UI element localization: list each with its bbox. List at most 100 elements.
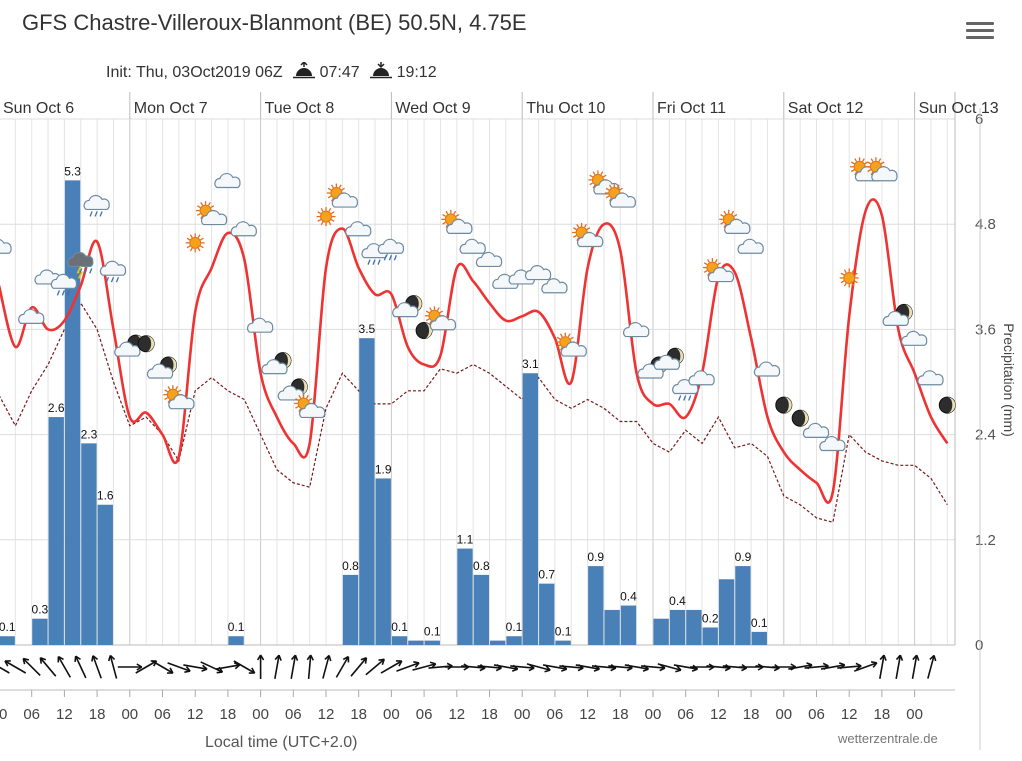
sun-ray [723, 224, 727, 228]
cloud-shape [724, 218, 751, 234]
precip-bar [81, 443, 97, 645]
precip-label: 0.1 [391, 620, 408, 634]
precip-bar [588, 566, 604, 645]
hour-tick-label: 06 [23, 706, 40, 723]
cloud-weather-icon [819, 435, 846, 452]
sun-ray [878, 158, 882, 162]
moon-crescent [146, 335, 155, 352]
sun-ray [592, 171, 596, 176]
cloud-shape [882, 310, 909, 326]
cloud-shape [429, 315, 457, 331]
wind-arrow-shaft [879, 655, 885, 679]
sun-ray [556, 336, 561, 340]
sun-ray [576, 223, 580, 228]
moon-crescent [783, 397, 792, 414]
precip-label: 0.4 [620, 590, 637, 604]
wind-arrow-shaft [706, 665, 731, 669]
wind-arrow-shaft [215, 664, 240, 670]
sun-ray [328, 208, 332, 212]
sunset-icon [370, 62, 393, 80]
moon-weather-icon [775, 396, 793, 414]
credit-link[interactable]: wetterzentrale.de [838, 731, 938, 746]
wind-arrow-icon [657, 663, 682, 673]
wind-arrow-shaft [380, 660, 403, 674]
wind-arrow-head [4, 660, 11, 667]
sun-ray [330, 211, 335, 215]
wind-arrow-icon [879, 654, 887, 679]
sun-ray [840, 280, 845, 284]
rain-drop [84, 268, 88, 274]
hour-tick-label: 12 [448, 706, 465, 723]
rain-drop [89, 211, 93, 217]
rain-drop [110, 276, 115, 283]
sunrise-time: 07:47 [319, 64, 360, 81]
precip-bar [669, 609, 686, 645]
moon-cloud-weather-icon [392, 295, 423, 318]
sun-ray [867, 161, 872, 165]
precip-bar [342, 574, 359, 645]
hour-tick-label: 00 [775, 706, 792, 723]
wind-arrow-head [306, 654, 314, 661]
sun-ray [327, 195, 332, 199]
hamburger-menu-icon[interactable] [966, 22, 994, 44]
sun-ray [341, 187, 345, 191]
wind-arrow-icon [526, 663, 551, 673]
wind-arrow-icon [854, 661, 878, 672]
rain-drop [683, 395, 687, 401]
wind-arrow-shaft [624, 664, 649, 670]
sun-ray [197, 247, 201, 252]
wind-arrow-icon [335, 655, 350, 678]
wind-arrow-head [39, 657, 47, 664]
precip-bar [522, 373, 539, 645]
day-label: Sun Oct 6 [3, 100, 74, 117]
precip-bar [751, 631, 767, 645]
precip-bar [228, 636, 244, 645]
precip-bar [48, 417, 64, 645]
hour-tick-label: 06 [154, 706, 171, 723]
sun-cloud-weather-icon [163, 385, 195, 410]
wind-arrow-shaft [854, 662, 878, 672]
sun-cloud-weather-icon [702, 258, 735, 283]
cloud-weather-icon [0, 239, 12, 254]
hour-tick-label: 18 [220, 706, 237, 723]
sun-ray [602, 174, 607, 178]
hour-tick-label: 12 [710, 706, 727, 723]
wind-arrow-icon [927, 654, 937, 679]
wind-arrows [0, 654, 955, 691]
cloud-weather-icon [753, 361, 781, 377]
wind-arrow-shaft [200, 661, 223, 673]
cloud-shape [261, 359, 288, 375]
moon-cloud-weather-icon [653, 347, 684, 370]
precip-label: 0.2 [702, 611, 719, 625]
wind-arrow-icon [57, 655, 72, 678]
init-info: Init: Thu, 03Oct2019 06Z 07:47 19:12 [106, 60, 437, 82]
wind-arrow-shaft [412, 663, 436, 671]
rain-drop [377, 259, 381, 265]
precip-label: 5.3 [64, 164, 81, 178]
sun-ray [295, 398, 299, 402]
sun-ray [196, 205, 201, 209]
sun-ray [556, 344, 561, 348]
sun-ray [177, 389, 182, 393]
cloud-weather-icon [18, 308, 45, 324]
wind-arrow-shaft [927, 655, 935, 679]
cloud-shape [83, 194, 110, 211]
cloud-shape [653, 354, 681, 370]
wind-arrow-head [870, 661, 878, 668]
rain-drop [393, 255, 398, 261]
sun-ray [317, 211, 322, 215]
sun-ray [861, 158, 865, 162]
sun-ray [196, 213, 201, 216]
sun-ray [442, 221, 446, 225]
precip-label: 0.1 [0, 620, 16, 634]
wind-arrow-head [675, 665, 682, 673]
wind-arrow-shaft [820, 664, 845, 670]
sun-ray [850, 161, 855, 165]
sun-ray [851, 269, 855, 274]
sun-ray [843, 269, 847, 274]
temperature-series [0, 198, 949, 504]
sun-ray [167, 399, 171, 404]
wind-arrow-shaft [575, 664, 600, 670]
wind-arrow-icon [233, 660, 256, 674]
sun-ray [592, 184, 596, 189]
